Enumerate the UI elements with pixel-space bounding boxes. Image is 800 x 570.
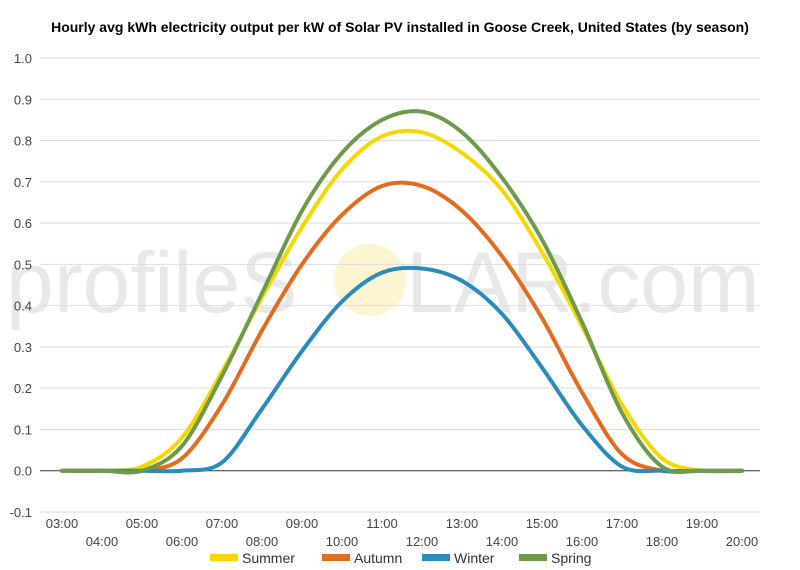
x-tick-label: 12:00 [406,534,439,549]
x-tick-label: 18:00 [646,534,679,549]
series-line-winter [60,265,744,474]
x-tick-label: 15:00 [526,516,559,531]
gridlines [40,57,760,513]
legend-item-autumn[interactable]: Autumn [322,550,402,566]
x-tick-label: 20:00 [726,534,759,549]
y-tick-label: 0.2 [14,381,32,396]
y-tick-label: 0.1 [14,422,32,437]
series-line-spring [60,109,744,475]
legend-label: Summer [242,550,295,566]
y-tick-label: 0.4 [14,299,32,314]
x-tick-label: 09:00 [286,516,319,531]
y-tick-label: 0.5 [14,257,32,272]
x-tick-label: 16:00 [566,534,599,549]
x-tick-label: 04:00 [86,534,119,549]
legend-item-spring[interactable]: Spring [519,550,591,566]
legend-swatch [519,554,547,561]
legend-label: Winter [454,550,495,566]
legend-swatch [322,554,350,561]
y-tick-label: -0.1 [10,505,32,520]
chart-title: Hourly avg kWh electricity output per kW… [51,19,749,35]
legend-item-winter[interactable]: Winter [422,550,495,566]
axes: -0.1 0.0 0.1 0.2 0.3 0.4 0.5 0.6 0.7 0.8 0.9 1.0 03:… [10,51,759,549]
x-tick-label: 13:00 [446,516,479,531]
y-tick-label: 1.0 [14,51,32,66]
legend-item-summer[interactable]: Summer [210,550,295,566]
x-tick-label: 06:00 [166,534,199,549]
watermark-text-right: LAR.com [406,235,760,331]
legend-label: Autumn [354,550,402,566]
y-tick-label: 0.7 [14,175,32,190]
x-tick-label: 08:00 [246,534,279,549]
legend-label: Spring [551,550,591,566]
x-tick-label: 14:00 [486,534,519,549]
series-line-autumn [60,180,744,474]
x-tick-label: 05:00 [126,516,159,531]
watermark: profileS LAR.com [6,235,760,331]
y-tick-label: 0.8 [14,134,32,149]
series-line-summer [60,128,744,474]
x-tick-label: 03:00 [46,516,79,531]
x-tick-label: 17:00 [606,516,639,531]
x-tick-label: 19:00 [686,516,719,531]
watermark-text-left: profileS [6,235,298,331]
legend: Summer Autumn Winter Spring [210,550,591,566]
y-tick-label: 0.3 [14,340,32,355]
x-tick-label: 10:00 [326,534,359,549]
y-tick-label: 0.6 [14,216,32,231]
x-tick-label: 11:00 [366,516,398,531]
x-tick-label: 07:00 [206,516,239,531]
y-tick-label: 0.0 [14,464,32,479]
series-lines [60,109,744,475]
y-tick-label: 0.9 [14,92,32,107]
legend-swatch [422,554,450,561]
legend-swatch [210,554,238,561]
